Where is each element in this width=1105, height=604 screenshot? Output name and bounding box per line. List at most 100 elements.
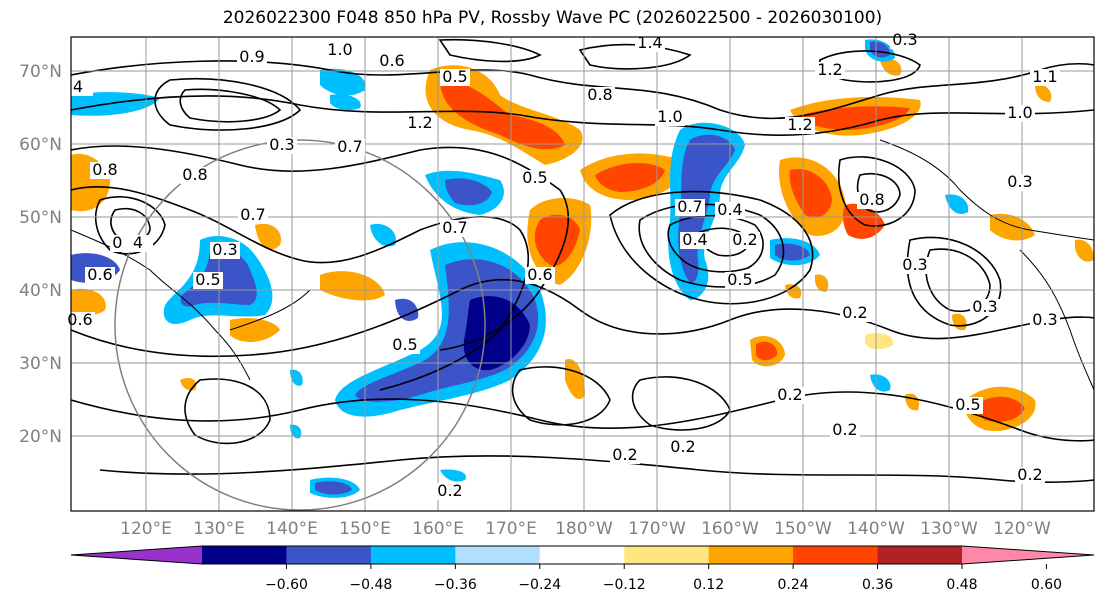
colorbar-tick-label: −0.60 [265, 577, 308, 593]
colorbar-segment [370, 546, 456, 564]
latitude-label: 40°N [19, 281, 62, 301]
latitude-label: 50°N [19, 208, 62, 228]
contour-label-background [970, 299, 1000, 316]
contour-label: 0.5 [442, 67, 467, 86]
contour-label-background [730, 232, 760, 249]
contour-label: 0.8 [92, 160, 117, 179]
colorbar-segment [877, 546, 963, 564]
longitude-label: 130°E [193, 519, 245, 539]
contour-label-background [180, 167, 210, 184]
contour-label: 0.3 [972, 297, 997, 316]
latitude-axis: 70°N 60°N 50°N 40°N 30°N 20°N [19, 62, 62, 447]
latitude-label: 60°N [19, 135, 62, 155]
longitude-label: 170°E [485, 519, 537, 539]
contour-label: 0.5 [522, 168, 547, 187]
contour-label: 0.2 [612, 445, 637, 464]
colorbar-tick-label: −0.24 [518, 577, 561, 593]
contour-label: 1.0 [1007, 103, 1032, 122]
colorbar-segment [793, 546, 879, 564]
contour-label: 4 [133, 233, 143, 252]
contour-label-background [953, 397, 983, 414]
contour-label: 0.7 [337, 137, 362, 156]
map-frame [70, 36, 1095, 512]
contour-label: 0.4 [682, 230, 707, 249]
contour-label: 0.6 [67, 310, 92, 329]
reference-circle [114, 139, 486, 511]
longitude-label: 150°W [774, 519, 832, 539]
contour-label-background [210, 242, 240, 259]
longitude-label: 140°E [266, 519, 318, 539]
longitude-label: 120°E [120, 519, 172, 539]
contour-label-background [238, 207, 268, 224]
contour-label: 0.3 [1032, 310, 1057, 329]
contour-label: 0.6 [527, 265, 552, 284]
longitude-label: 140°W [847, 519, 905, 539]
contour-label: 0.7 [442, 218, 467, 237]
contour-label-background [335, 139, 365, 156]
longitude-label: 170°W [628, 519, 686, 539]
contour-label-background [857, 192, 887, 209]
contour-label: 0.6 [87, 265, 112, 284]
positive-shading [71, 58, 1094, 431]
contour-label: 1.0 [657, 107, 682, 126]
contour-label: 0.7 [677, 197, 702, 216]
contour-label-background [1005, 174, 1035, 191]
negative-shading [71, 39, 969, 498]
map-title: 2026022300 F048 850 hPa PV, Rossby Wave … [222, 8, 883, 28]
contour-label-background [377, 53, 407, 70]
contour-label-background [585, 87, 615, 104]
colorbar-tick-label: 0.36 [862, 577, 893, 593]
contour-label-background [440, 69, 470, 86]
contour-label: 1.2 [787, 115, 812, 134]
contour-label: 0.3 [1007, 172, 1032, 191]
latitude-label: 70°N [19, 62, 62, 82]
longitude-label: 120°W [993, 519, 1051, 539]
contour-label-background [267, 137, 297, 154]
colorbar-outline [70, 545, 1095, 565]
contour-label-background [520, 170, 550, 187]
contour-label-background [90, 162, 120, 179]
contour-label: 1.4 [637, 33, 662, 52]
contour-label: 0.5 [955, 395, 980, 414]
colorbar-tick-label: 0.48 [946, 577, 977, 593]
colorbar-segment [624, 546, 710, 564]
colorbar: −0.60 −0.48 −0.36 −0.24 −0.12 0.12 0.24 0.36 0.4… [70, 545, 1095, 593]
contour-label-background [435, 483, 465, 500]
contour-label-background [675, 199, 705, 216]
latitude-label: 30°N [19, 354, 62, 374]
contour-label-background [635, 35, 665, 52]
longitude-label: 160°E [412, 519, 464, 539]
contour-label: 0.5 [392, 335, 417, 354]
contour-label-background [840, 305, 870, 322]
colorbar-segment [202, 546, 287, 564]
colorbar-segment [286, 546, 372, 564]
contour-label: 1.0 [327, 40, 352, 59]
contour-labels: 0.9 1.0 0.6 0.5 1.4 0.8 1.0 1.2 1.1 0.3 0.8 1.2 1.0 4… [63, 30, 1060, 500]
colorbar-tick-label: −0.48 [349, 577, 392, 593]
contour-label-background [440, 220, 470, 237]
contour-label: 0.3 [892, 30, 917, 49]
latitude-label: 20°N [19, 427, 62, 447]
contour-label: 0.8 [859, 190, 884, 209]
contour-label-background [890, 32, 920, 49]
contour-label: 1.1 [1032, 67, 1057, 86]
contour-label-background [830, 422, 860, 439]
colorbar-tick-label: −0.36 [434, 577, 477, 593]
contour-label: 0.3 [269, 135, 294, 154]
contour-label: 0.8 [587, 85, 612, 104]
contour-label-background [900, 257, 930, 274]
contour-label-background [325, 42, 355, 59]
longitude-label: 160°W [701, 519, 759, 539]
contour-label-background [785, 117, 815, 134]
coastlines [71, 139, 1094, 391]
contour-label-background [1015, 467, 1045, 484]
contour-label: 0.2 [732, 230, 757, 249]
contour-label: 0.2 [1017, 465, 1042, 484]
contour-label: 0.2 [777, 385, 802, 404]
contour-label-background [1030, 312, 1060, 329]
contour-label-background [815, 62, 845, 79]
contour-label-background [525, 267, 555, 284]
contour-label: 0.3 [902, 255, 927, 274]
colorbar-tick-label: 0.60 [1031, 577, 1062, 593]
contour-label: 0.2 [842, 303, 867, 322]
